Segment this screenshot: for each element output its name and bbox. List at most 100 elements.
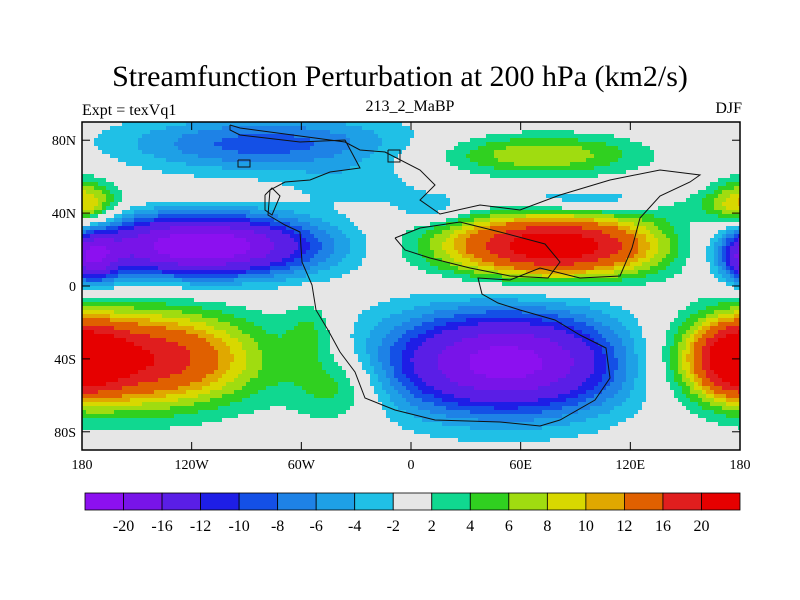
- field-cell: [306, 230, 311, 235]
- field-cell: [162, 222, 167, 227]
- field-cell: [186, 126, 191, 131]
- field-cell: [106, 142, 111, 147]
- field-cell: [142, 442, 147, 447]
- field-cell: [210, 398, 215, 403]
- field-cell: [174, 382, 179, 387]
- field-cell: [86, 358, 91, 363]
- field-cell: [282, 154, 287, 159]
- field-cell: [278, 254, 283, 259]
- field-cell: [318, 374, 323, 379]
- field-cell: [106, 222, 111, 227]
- field-cell: [298, 298, 303, 303]
- field-cell: [122, 170, 127, 175]
- field-cell: [258, 298, 263, 303]
- field-cell: [194, 374, 199, 379]
- field-cell: [118, 362, 123, 367]
- field-cell: [294, 282, 299, 287]
- field-cell: [166, 258, 171, 263]
- field-cell: [262, 406, 267, 411]
- field-cell: [158, 286, 163, 291]
- field-cell: [214, 186, 219, 191]
- field-cell: [118, 306, 123, 311]
- field-cell: [282, 282, 287, 287]
- field-cell: [254, 226, 259, 231]
- field-cell: [290, 186, 295, 191]
- field-cell: [286, 222, 291, 227]
- field-cell: [302, 434, 307, 439]
- field-cell: [130, 270, 135, 275]
- field-cell: [182, 142, 187, 147]
- field-cell: [302, 122, 307, 127]
- field-cell: [234, 370, 239, 375]
- field-cell: [158, 446, 163, 451]
- field-cell: [158, 346, 163, 351]
- field-cell: [174, 150, 179, 155]
- field-cell: [270, 406, 275, 411]
- field-cell: [138, 294, 143, 299]
- field-cell: [158, 302, 163, 307]
- field-cell: [274, 294, 279, 299]
- field-cell: [178, 270, 183, 275]
- field-cell: [250, 162, 255, 167]
- field-cell: [106, 350, 111, 355]
- field-cell: [114, 362, 119, 367]
- field-cell: [294, 238, 299, 243]
- field-cell: [86, 166, 91, 171]
- field-cell: [150, 386, 155, 391]
- field-cell: [98, 246, 103, 251]
- field-cell: [302, 294, 307, 299]
- field-cell: [166, 394, 171, 399]
- field-cell: [250, 246, 255, 251]
- field-cell: [122, 326, 127, 331]
- field-cell: [82, 190, 87, 195]
- field-cell: [178, 302, 183, 307]
- field-cell: [290, 222, 295, 227]
- field-cell: [94, 162, 99, 167]
- field-cell: [158, 194, 163, 199]
- field-cell: [142, 126, 147, 131]
- field-cell: [90, 446, 95, 451]
- field-cell: [90, 174, 95, 179]
- field-cell: [210, 346, 215, 351]
- field-cell: [154, 282, 159, 287]
- field-cell: [162, 218, 167, 223]
- field-cell: [270, 314, 275, 319]
- field-cell: [302, 274, 307, 279]
- field-cell: [114, 194, 119, 199]
- field-cell: [166, 306, 171, 311]
- field-cell: [110, 314, 115, 319]
- field-cell: [258, 270, 263, 275]
- field-cell: [286, 422, 291, 427]
- field-cell: [310, 338, 315, 343]
- field-cell: [226, 322, 231, 327]
- field-cell: [202, 202, 207, 207]
- field-cell: [290, 210, 295, 215]
- field-cell: [86, 286, 91, 291]
- field-cell: [166, 318, 171, 323]
- field-cell: [250, 150, 255, 155]
- field-cell: [310, 166, 315, 171]
- field-cell: [210, 150, 215, 155]
- field-cell: [282, 374, 287, 379]
- field-cell: [262, 170, 267, 175]
- field-cell: [222, 210, 227, 215]
- field-cell: [274, 406, 279, 411]
- field-cell: [142, 354, 147, 359]
- field-cell: [94, 130, 99, 135]
- field-cell: [174, 358, 179, 363]
- field-cell: [218, 254, 223, 259]
- field-cell: [262, 366, 267, 371]
- field-cell: [118, 374, 123, 379]
- field-cell: [150, 322, 155, 327]
- field-cell: [150, 362, 155, 367]
- field-cell: [246, 138, 251, 143]
- field-cell: [118, 394, 123, 399]
- field-cell: [234, 342, 239, 347]
- field-cell: [174, 422, 179, 427]
- field-cell: [198, 270, 203, 275]
- field-cell: [318, 150, 323, 155]
- field-cell: [110, 442, 115, 447]
- field-cell: [290, 162, 295, 167]
- field-cell: [158, 234, 163, 239]
- field-cell: [226, 146, 231, 151]
